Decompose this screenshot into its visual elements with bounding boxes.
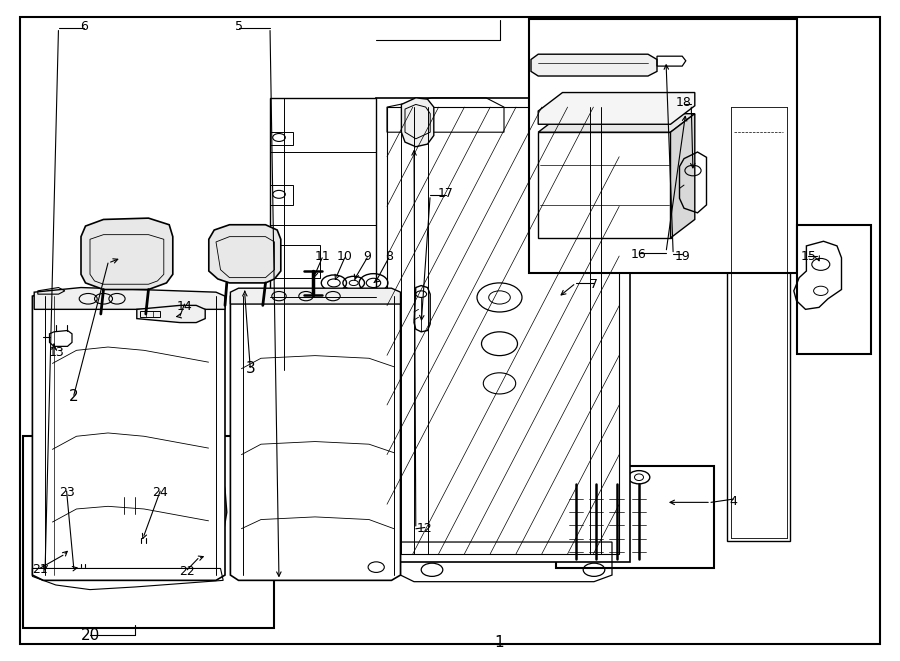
Polygon shape [230,292,400,580]
Text: 6: 6 [80,20,87,33]
Polygon shape [670,114,695,238]
Text: 13: 13 [49,346,65,359]
Polygon shape [270,98,376,370]
Text: 18: 18 [676,96,692,109]
Text: 3: 3 [246,362,255,376]
Polygon shape [538,132,670,238]
Text: 20: 20 [80,629,100,643]
Text: 10: 10 [337,250,353,263]
Polygon shape [538,114,695,132]
Text: 11: 11 [314,250,330,263]
Polygon shape [531,54,657,76]
Polygon shape [32,291,225,580]
Text: 9: 9 [364,250,371,263]
Bar [529,19,797,273]
Text: 8: 8 [385,250,392,263]
Text: 12: 12 [417,522,433,535]
Text: 4: 4 [730,494,737,508]
Polygon shape [34,288,225,309]
Polygon shape [230,288,400,304]
Polygon shape [137,305,205,323]
Text: 2: 2 [69,389,78,404]
Text: 22: 22 [179,565,195,578]
Text: 17: 17 [437,187,454,200]
Text: 23: 23 [58,486,75,499]
Text: 15: 15 [800,250,816,263]
Polygon shape [727,104,790,541]
Text: 5: 5 [235,20,242,33]
Bar [796,225,871,354]
Polygon shape [538,93,695,124]
Text: 7: 7 [590,278,598,291]
Bar [556,466,714,568]
Text: 14: 14 [176,299,193,313]
Polygon shape [169,457,227,565]
Polygon shape [209,225,281,283]
Text: 24: 24 [152,486,168,499]
Text: 16: 16 [631,248,647,261]
Text: 19: 19 [674,250,690,263]
Polygon shape [81,218,173,290]
Text: 1: 1 [495,635,504,650]
Bar [23,436,274,628]
Polygon shape [52,455,97,567]
Polygon shape [401,98,434,147]
Polygon shape [376,98,630,562]
Text: 21: 21 [32,563,48,576]
